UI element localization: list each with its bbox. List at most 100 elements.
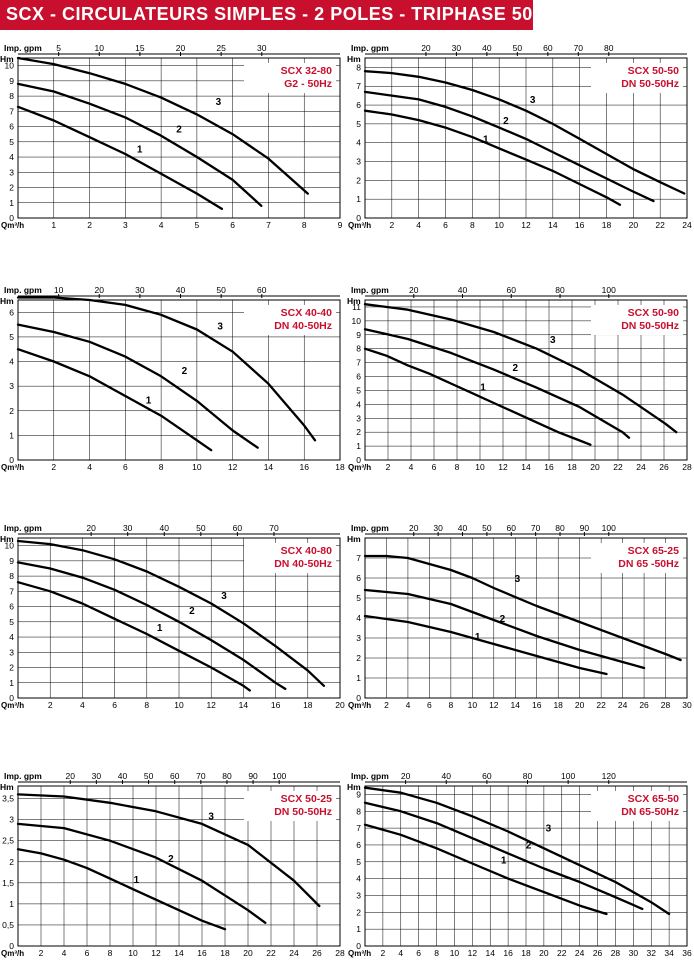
- gpm-tick-label: 30: [135, 285, 145, 295]
- x-tick-label: 12: [489, 700, 499, 710]
- x-tick-label: 14: [511, 700, 521, 710]
- y-tick-label: 3: [9, 167, 14, 177]
- gpm-tick-label: 60: [170, 771, 180, 781]
- y-tick-label: 0: [356, 693, 361, 703]
- plot-frame: [17, 537, 341, 699]
- x-tick-label: 22: [266, 948, 276, 958]
- x-tick-label: 24: [682, 220, 692, 230]
- gpm-tick-label: 60: [543, 43, 553, 53]
- curve-label: 1: [134, 875, 140, 886]
- x-tick-label: 4: [80, 700, 85, 710]
- y-tick-label: 1: [9, 899, 14, 909]
- x-tick-label: 12: [206, 700, 216, 710]
- curve-label: 3: [550, 335, 556, 346]
- x-tick-label: 24: [575, 948, 585, 958]
- gpm-tick-label: 50: [482, 523, 492, 533]
- curve-label: 2: [189, 606, 195, 617]
- x-tick-label: 24: [636, 462, 646, 472]
- x-tick-label: 8: [108, 948, 113, 958]
- gpm-tick-label: 100: [272, 771, 286, 781]
- curve-label: 2: [526, 840, 532, 851]
- x-tick-label: 22: [613, 462, 623, 472]
- y-tick-label: 3: [356, 157, 361, 167]
- series-3-curve: [363, 70, 686, 195]
- gpm-tick-label: 30: [433, 523, 443, 533]
- y-tick-label: 6: [356, 840, 361, 850]
- x-tick-label: 18: [521, 948, 531, 958]
- curve-label: 2: [512, 363, 518, 374]
- y-tick-label: 2: [356, 175, 361, 185]
- y-tick-label: 0: [9, 455, 14, 465]
- y-tick-label: 0,5: [2, 920, 14, 930]
- y-tick-label: 1: [356, 924, 361, 934]
- gpm-tick-label: 100: [602, 523, 616, 533]
- curve-label: 2: [500, 614, 506, 625]
- gpm-tick-label: 70: [269, 523, 279, 533]
- series-1-curve: [16, 105, 224, 211]
- x-tick-label: 4: [62, 948, 67, 958]
- y-tick-label: 5: [356, 857, 361, 867]
- gpm-tick-label: 60: [482, 771, 492, 781]
- plot-frame: [17, 299, 341, 461]
- model-label-line: DN 65 -50Hz: [618, 558, 679, 570]
- series-3-curve: [363, 786, 671, 916]
- curve-label: 1: [480, 382, 486, 393]
- x-tick-label: 20: [590, 462, 600, 472]
- x-tick-label: 34: [664, 948, 674, 958]
- gpm-tick-label: 60: [233, 523, 243, 533]
- gpm-tick-label: 50: [216, 285, 226, 295]
- plot-frame: [364, 785, 688, 947]
- gpm-tick-label: 50: [196, 523, 206, 533]
- y-tick-label: 1: [9, 678, 14, 688]
- x-tick-label: 26: [312, 948, 322, 958]
- model-label-line: SCX 50-90: [628, 307, 680, 319]
- y-tick-label: 10: [5, 61, 15, 71]
- gpm-tick-label: 20: [409, 523, 419, 533]
- x-tick-label: 14: [174, 948, 184, 958]
- curve-label: 3: [221, 591, 227, 602]
- page-header: SCX - CIRCULATEURS SIMPLES - 2 POLES - T…: [0, 0, 561, 30]
- x-axis-label: Qm³/h: [348, 463, 371, 472]
- gpm-tick-label: 30: [452, 43, 462, 53]
- gpm-tick-label: 10: [54, 285, 64, 295]
- curve-label: 1: [501, 855, 507, 866]
- x-tick-label: 12: [228, 462, 238, 472]
- series-1-curve: [363, 347, 592, 446]
- y-tick-label: 6: [356, 100, 361, 110]
- gpm-tick-label: 80: [555, 523, 565, 533]
- model-label-box: [244, 791, 336, 821]
- y-tick-label: 0: [356, 941, 361, 951]
- x-tick-label: 24: [289, 948, 299, 958]
- y-tick-label: 2: [356, 427, 361, 437]
- x-tick-label: 5: [195, 220, 200, 230]
- y-tick-label: 1,5: [2, 878, 14, 888]
- y-tick-label: 0: [9, 213, 14, 223]
- model-label-line: SCX 50-25: [281, 793, 333, 805]
- x-tick-label: 16: [532, 700, 542, 710]
- x-tick-label: 26: [639, 700, 649, 710]
- y-axis-label: Hm: [0, 296, 14, 306]
- y-tick-label: 3: [356, 633, 361, 643]
- gpm-tick-label: 20: [421, 43, 431, 53]
- x-axis-label: Qm³/h: [348, 221, 371, 230]
- y-tick-label: 2,5: [2, 836, 14, 846]
- x-tick-label: 12: [521, 220, 531, 230]
- x-tick-label: 3: [123, 220, 128, 230]
- x-axis-label: Qm³/h: [1, 463, 24, 472]
- chart-1: Imp. gpm 5 10 15 20 25 30 1 2 3 4 5 6 7 8 9 0 1 2 3 4 5 6 7 8 9 10…: [0, 43, 343, 230]
- x-tick-label: 6: [432, 462, 437, 472]
- top-axis-label: Imp. gpm: [4, 285, 42, 295]
- gpm-tick-label: 20: [409, 285, 419, 295]
- x-tick-label: 8: [434, 948, 439, 958]
- y-tick-label: 8: [9, 571, 14, 581]
- plot-frame: [17, 785, 341, 947]
- y-tick-label: 5: [356, 593, 361, 603]
- y-tick-label: 3: [9, 381, 14, 391]
- top-axis-label: Imp. gpm: [351, 43, 389, 53]
- model-label-box: [591, 543, 683, 573]
- model-label-line: SCX 50-50: [628, 65, 680, 77]
- y-tick-label: 7: [356, 823, 361, 833]
- curve-label: 2: [168, 854, 174, 865]
